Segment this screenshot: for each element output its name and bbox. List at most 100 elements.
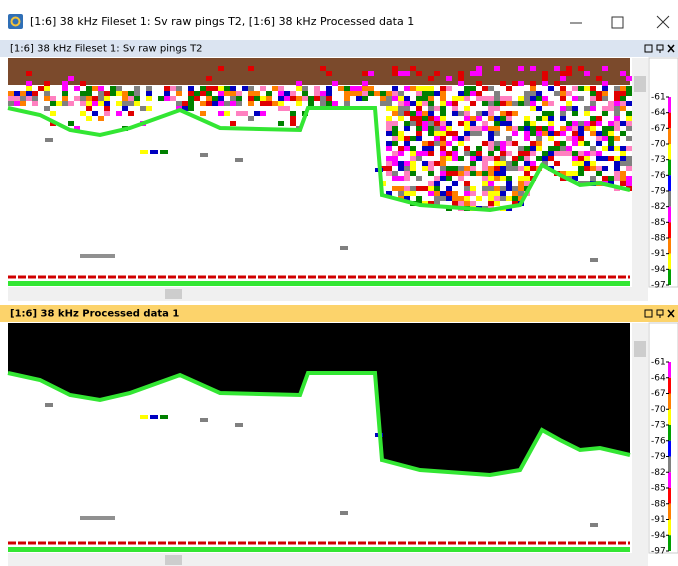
echo-sample [434, 176, 440, 181]
echogram-pane: [1:6] 38 kHz Processed data 1 -61 -64 -67 -7… [0, 305, 678, 566]
echo-sample [578, 96, 584, 101]
color-scale-swatch [668, 425, 671, 441]
echo-sample [446, 191, 452, 196]
echo-sample [542, 96, 548, 101]
echo-sample [374, 86, 380, 91]
echo-sample [404, 186, 410, 191]
echo-sample [578, 156, 584, 161]
echo-sample [608, 121, 614, 126]
echo-sample [458, 156, 464, 161]
v-scroll-thumb[interactable] [634, 341, 646, 357]
echo-sample [398, 166, 404, 171]
echo-sample [518, 166, 524, 171]
echo-sample [470, 121, 476, 126]
v-scrollbar[interactable] [632, 323, 648, 553]
v-scroll-thumb[interactable] [634, 76, 646, 92]
echo-sample [92, 101, 98, 106]
pane-restore-btn[interactable] [644, 44, 653, 53]
echo-sample [428, 86, 434, 91]
echo-sample [116, 111, 122, 116]
color-scale-swatch [668, 409, 671, 425]
echo-sample [620, 161, 626, 166]
echo-sample [440, 86, 446, 91]
echo-sample [506, 161, 512, 166]
echo-sample [458, 171, 464, 176]
echo-sample [86, 101, 92, 106]
echo-sample [278, 86, 284, 91]
echo-sample [482, 111, 488, 116]
echo-sample [416, 126, 422, 131]
echo-sample [596, 116, 602, 121]
color-scale-label: -91 [651, 249, 666, 259]
echo-sample [488, 136, 494, 141]
echo-sample [488, 196, 494, 201]
echo-sample [512, 156, 518, 161]
pane-close-btn[interactable] [667, 309, 675, 318]
echo-sample [464, 106, 470, 111]
echo-sample [428, 106, 434, 111]
echo-sample [386, 86, 392, 91]
echo-sample [98, 116, 104, 121]
pane-pin-btn[interactable] [656, 44, 664, 53]
echo-sample [542, 116, 548, 121]
echo-sample [20, 91, 26, 96]
echo-sample [488, 86, 494, 91]
echo-sample [248, 96, 254, 101]
echo-sample [218, 101, 224, 106]
echo-sample [206, 91, 212, 96]
echo-sample [404, 146, 410, 151]
echo-sample [482, 191, 488, 196]
echo-sample [446, 196, 452, 201]
echo-sample [122, 101, 128, 106]
echo-sample [464, 111, 470, 116]
echo-sample [416, 71, 422, 76]
color-scale-swatch [668, 503, 671, 520]
echo-sample [602, 126, 608, 131]
echo-sample [290, 96, 296, 101]
close-button[interactable] [656, 15, 670, 29]
echo-sample [536, 126, 542, 131]
echo-sample [488, 146, 494, 151]
maximize-button[interactable] [611, 16, 624, 29]
echo-sample [548, 131, 554, 136]
echo-sample [584, 86, 590, 91]
echo-sample [572, 86, 578, 91]
echo-sample [518, 66, 524, 71]
echo-sample [242, 86, 248, 91]
echo-sample [524, 116, 530, 121]
h-scroll-thumb[interactable] [165, 289, 182, 299]
echo-sample [308, 101, 314, 106]
echo-sample [464, 91, 470, 96]
echo-sample [560, 106, 566, 111]
pane-pin-btn[interactable] [656, 309, 664, 318]
echo-sample [278, 121, 284, 126]
echo-sample [500, 166, 506, 171]
masked-region [8, 323, 630, 475]
echo-sample [344, 91, 350, 96]
h-scrollbar[interactable] [8, 287, 648, 301]
echo-sample [506, 151, 512, 156]
v-scrollbar[interactable] [632, 58, 648, 287]
echo-sample [350, 91, 356, 96]
echo-sample [494, 201, 500, 206]
echo-sample [392, 111, 398, 116]
color-scale-label: -85 [651, 218, 666, 228]
echo-sample [512, 191, 518, 196]
echo-sample [602, 66, 608, 71]
echo-sample [596, 91, 602, 96]
echo-sample [572, 111, 578, 116]
pane-close-btn[interactable] [667, 44, 675, 53]
echo-sample [38, 86, 44, 91]
echo-sample [62, 86, 68, 91]
echo-sample [446, 151, 452, 156]
h-scroll-thumb[interactable] [165, 555, 182, 565]
echo-sample [578, 151, 584, 156]
echo-sample [572, 136, 578, 141]
echo-sample [518, 181, 524, 186]
pane-restore-btn[interactable] [644, 309, 653, 318]
echo-sample [254, 91, 260, 96]
echo-sample [386, 141, 392, 146]
echo-sample [464, 131, 470, 136]
h-scrollbar[interactable] [8, 553, 648, 566]
echo-sample [440, 156, 446, 161]
